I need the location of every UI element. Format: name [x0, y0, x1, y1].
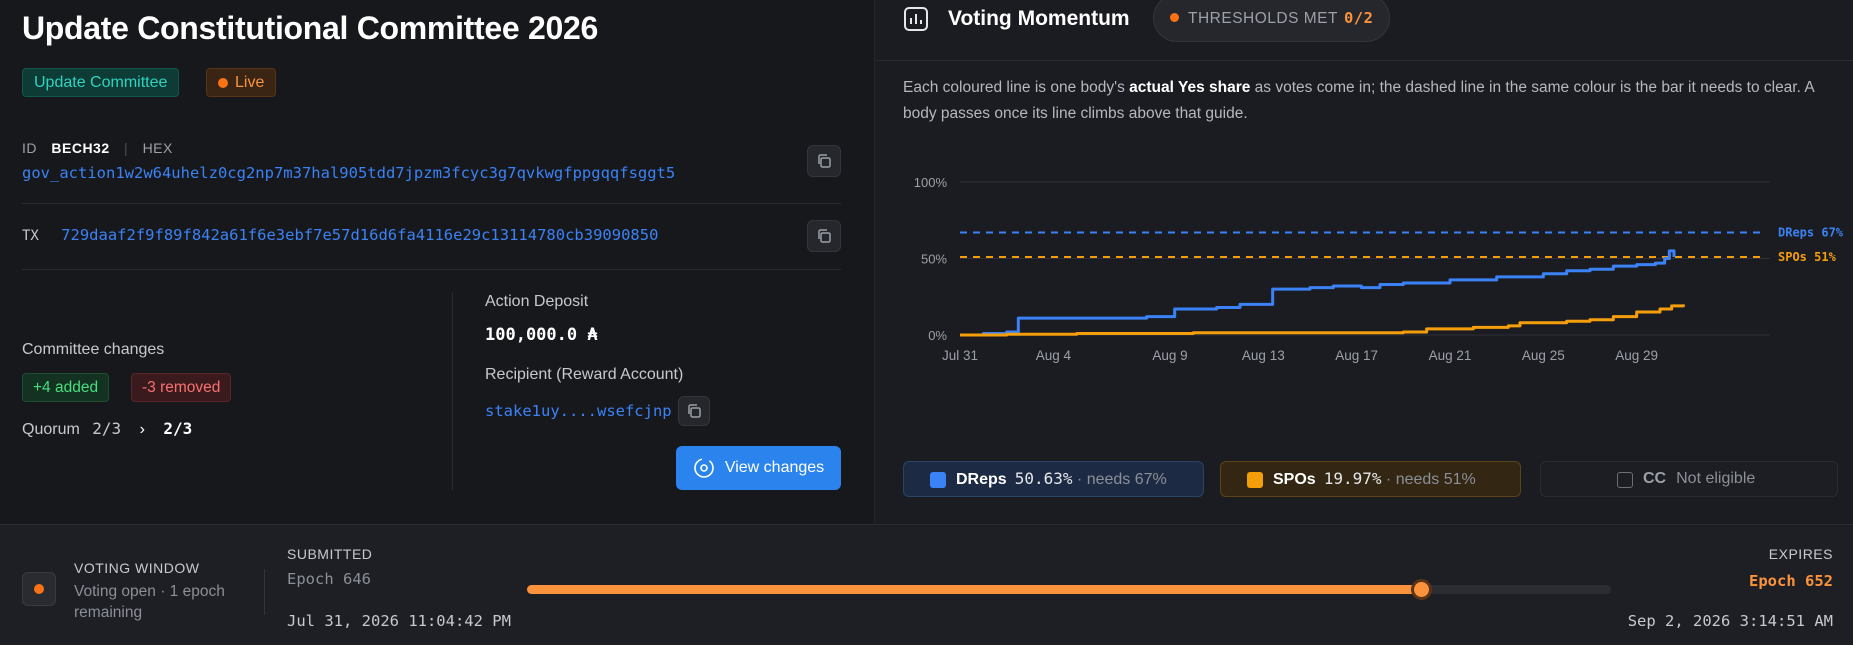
removed-badge: -3 removed [131, 373, 232, 402]
tx-hash[interactable]: 729daaf2f9f89f842a61f6e3ebf7e57d16d6fa41… [61, 226, 659, 244]
submitted-date: Jul 31, 2026 11:04:42 PM [287, 612, 511, 630]
format-divider: | [124, 140, 129, 156]
legend-cc: CC Not eligible [1540, 461, 1838, 497]
momentum-chart: 100% 50% 0% Jul 31 Aug 4 Aug 9 Aug 13 Aug 17 Aug… [914, 175, 1844, 363]
recipient-value[interactable]: stake1uy....wsefcjnp [485, 402, 672, 420]
description-text: Each coloured line is one body's [903, 79, 1130, 96]
spos-needs: needs 51% [1395, 471, 1476, 488]
copy-icon [688, 404, 701, 418]
submitted-label: SUBMITTED [287, 546, 373, 562]
threshold-label: SPOs 51% [1778, 250, 1837, 264]
x-tick-label: Aug 17 [1335, 348, 1378, 363]
recipient-label: Recipient (Reward Account) [485, 366, 684, 383]
expires-label: EXPIRES [1768, 546, 1833, 562]
voting-progress-fill [527, 585, 1422, 594]
x-tick-label: Aug 29 [1615, 348, 1658, 363]
dreps-swatch [930, 472, 946, 488]
deposit-value: 100,000.0 ₳ [485, 325, 598, 345]
dreps-needs: needs 67% [1086, 471, 1167, 488]
quorum-old: 2/3 [92, 419, 122, 438]
diff-icon [694, 458, 714, 478]
view-changes-button[interactable]: View changes [676, 446, 841, 490]
divider [875, 60, 1853, 61]
threshold-label: DReps 67% [1778, 225, 1844, 239]
progress-knob [1411, 579, 1433, 600]
status-dot-icon [1170, 13, 1179, 22]
spos-swatch [1247, 472, 1263, 488]
spos-pct: 19.97% [1323, 469, 1382, 488]
voting-progress-track [527, 579, 1611, 600]
divider [22, 269, 841, 270]
x-tick-label: Aug 13 [1242, 348, 1285, 363]
momentum-description: Each coloured line is one body's actual … [903, 75, 1833, 127]
copy-tx-button[interactable] [807, 220, 841, 252]
copy-recipient-button[interactable] [678, 396, 710, 426]
type-badge: Update Committee [22, 68, 180, 97]
copy-icon [818, 154, 831, 168]
deposit-label: Action Deposit [485, 293, 589, 310]
id-format-row: ID BECH32 | HEX [22, 140, 173, 156]
series-line-spos [960, 304, 1685, 337]
checkbox-icon [1617, 472, 1633, 488]
series-line-dreps [960, 249, 1676, 337]
x-tick-label: Aug 21 [1429, 348, 1472, 363]
cc-name: CC [1643, 470, 1667, 487]
thresholds-met-badge: THRESHOLDS MET 0/2 [1153, 0, 1391, 42]
view-changes-label: View changes [724, 459, 825, 476]
action-details-panel: Update Constitutional Committee 2026 Upd… [0, 0, 874, 524]
chevron-right-icon: › [139, 421, 145, 438]
page-title: Update Constitutional Committee 2026 [22, 10, 598, 46]
status-label: Live [235, 74, 265, 91]
copy-icon [818, 229, 831, 243]
quorum-new: 2/3 [163, 419, 193, 438]
tx-row: TX 729daaf2f9f89f842a61f6e3ebf7e57d16d6f… [22, 226, 658, 245]
x-tick-label: Aug 4 [1036, 348, 1072, 363]
y-tick-label: 100% [914, 175, 948, 190]
legend-dreps[interactable]: DReps 50.63% · needs 67% [903, 461, 1204, 497]
description-text: as votes come in; the dashed line in the… [903, 79, 1814, 122]
voting-window-subtitle: Voting open · 1 epoch remaining [74, 583, 225, 621]
momentum-title: Voting Momentum [948, 7, 1130, 30]
voting-window-bar: VOTING WINDOW Voting open · 1 epoch rema… [0, 524, 1853, 645]
quorum-row: Quorum 2/3 › 2/3 [22, 419, 192, 439]
expires-date: Sep 2, 2026 3:14:51 AM [1627, 612, 1833, 630]
committee-changes-title: Committee changes [22, 341, 165, 358]
added-badge: +4 added [22, 373, 110, 402]
spos-name: SPOs [1273, 471, 1316, 488]
voting-momentum-panel: Voting Momentum THRESHOLDS MET 0/2 Each c… [874, 0, 1853, 524]
voting-window-title: VOTING WINDOW [74, 560, 200, 576]
y-tick-label: 0% [928, 328, 947, 343]
description-bold: actual Yes share [1129, 79, 1251, 96]
bar-chart-icon [904, 7, 928, 31]
cc-status: Not eligible [1676, 470, 1756, 487]
voting-window-icon [22, 572, 56, 606]
thresholds-value: 0/2 [1343, 9, 1374, 27]
separator-dot: · [1381, 471, 1396, 488]
copy-id-button[interactable] [807, 145, 841, 177]
x-tick-label: Aug 9 [1152, 348, 1187, 363]
live-dot-icon [218, 78, 228, 88]
gov-action-id[interactable]: gov_action1w2w64uhelz0cg2np7m37hal905tdd… [22, 164, 676, 182]
dreps-pct: 50.63% [1014, 469, 1073, 488]
format-tab-bech32[interactable]: BECH32 [51, 140, 110, 156]
dreps-name: DReps [956, 471, 1007, 488]
format-tab-hex[interactable]: HEX [142, 140, 173, 156]
x-tick-label: Aug 25 [1522, 348, 1565, 363]
vertical-divider [452, 292, 453, 490]
separator-dot: · [1072, 471, 1087, 488]
submitted-epoch: Epoch 646 [287, 570, 371, 588]
id-label: ID [22, 140, 37, 156]
status-dot-icon [34, 584, 44, 594]
divider [22, 203, 841, 204]
x-tick-label: Jul 31 [942, 348, 978, 363]
vertical-divider [264, 569, 265, 615]
legend-spos[interactable]: SPOs 19.97% · needs 51% [1220, 461, 1521, 497]
thresholds-label: THRESHOLDS MET [1188, 10, 1338, 27]
tx-label: TX [22, 228, 39, 244]
y-tick-label: 50% [921, 252, 947, 267]
quorum-label: Quorum [22, 421, 80, 438]
status-badge: Live [206, 68, 277, 97]
expires-epoch: Epoch 652 [1749, 572, 1833, 590]
